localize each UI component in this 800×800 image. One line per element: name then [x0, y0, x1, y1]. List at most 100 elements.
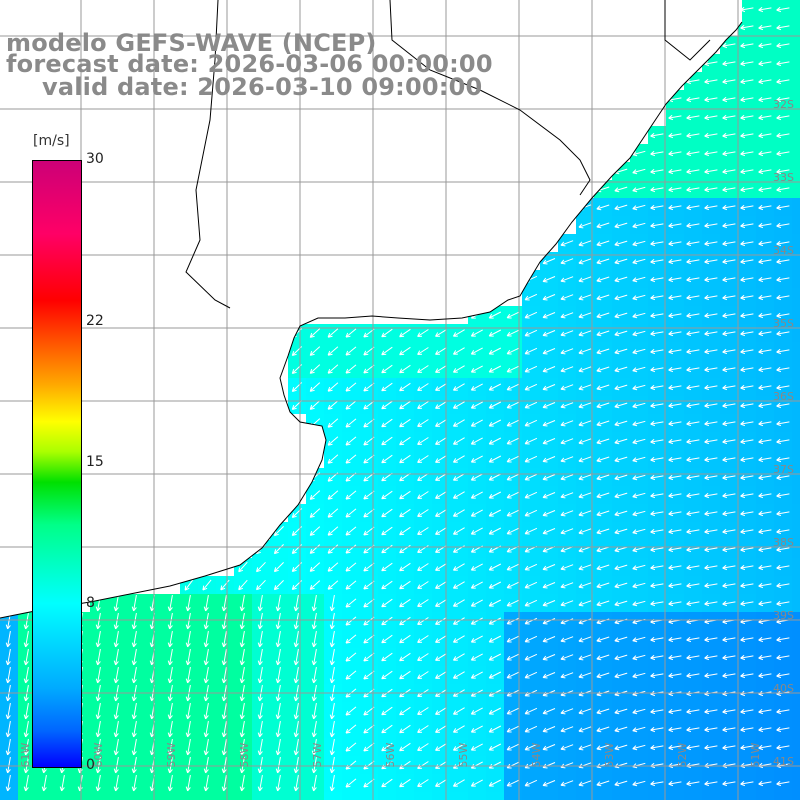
wind-arrow	[632, 240, 646, 247]
wind-arrow	[470, 653, 483, 661]
wind-arrow	[704, 456, 718, 463]
wind-cell	[792, 144, 800, 162]
wind-arrow	[686, 600, 700, 607]
wind-arrow	[542, 384, 556, 391]
wind-arrow	[488, 581, 502, 589]
wind-arrow	[722, 420, 736, 427]
wind-arrow	[650, 636, 664, 643]
wind-arrow	[704, 366, 718, 373]
wind-arrow	[722, 222, 736, 229]
wind-cell	[162, 792, 180, 800]
wind-arrow	[5, 721, 11, 738]
wind-arrow	[686, 132, 700, 139]
wind-arrow	[560, 240, 574, 247]
wind-arrow	[650, 672, 664, 679]
wind-arrow	[167, 595, 173, 612]
wind-arrow	[239, 595, 245, 612]
wind-arrow	[185, 649, 191, 666]
wind-arrow	[722, 726, 736, 733]
wind-arrow	[221, 703, 227, 720]
wind-arrow	[596, 366, 610, 373]
wind-arrow	[488, 725, 502, 733]
wind-arrow	[632, 438, 646, 445]
wind-arrow	[488, 491, 502, 499]
wind-arrow	[399, 634, 411, 644]
wind-arrow	[363, 778, 375, 788]
wind-cell	[432, 792, 450, 800]
wind-arrow	[399, 400, 411, 410]
wind-cell	[792, 468, 800, 486]
wind-arrow	[758, 132, 772, 139]
wind-arrow	[596, 258, 610, 265]
wind-cell	[252, 792, 270, 800]
wind-arrow	[452, 563, 465, 571]
wind-arrow	[381, 544, 393, 554]
wind-arrow	[221, 631, 227, 648]
wind-arrow	[470, 581, 483, 589]
wind-arrow	[776, 636, 790, 643]
wind-arrow	[632, 150, 646, 157]
wind-arrow	[668, 636, 682, 643]
wind-arrow	[257, 649, 263, 666]
wind-arrow	[740, 114, 754, 121]
wind-arrow	[686, 222, 700, 229]
wind-arrow	[650, 420, 664, 427]
wind-arrow	[506, 473, 520, 481]
wind-arrow	[632, 168, 646, 175]
wind-arrow	[776, 456, 790, 463]
wind-arrow	[452, 707, 465, 715]
wind-arrow	[95, 631, 101, 648]
wind-arrow	[399, 706, 411, 716]
wind-arrow	[488, 437, 502, 445]
wind-arrow	[758, 204, 772, 211]
wind-arrow	[488, 419, 502, 427]
wind-arrow	[614, 780, 628, 787]
wind-arrow	[59, 775, 65, 792]
wind-arrow	[470, 671, 483, 679]
wind-arrow	[668, 402, 682, 409]
wind-arrow	[668, 474, 682, 481]
wind-arrow	[345, 328, 357, 338]
wind-arrow	[167, 739, 173, 756]
wind-arrow	[650, 276, 664, 283]
wind-arrow	[560, 744, 574, 751]
wind-arrow	[399, 562, 411, 572]
wind-arrow	[5, 739, 11, 756]
wind-arrow	[167, 775, 173, 792]
wind-arrow	[506, 707, 520, 715]
wind-arrow	[452, 473, 465, 481]
wind-arrow	[668, 600, 682, 607]
wind-arrow	[345, 562, 357, 572]
wind-arrow	[740, 708, 754, 715]
wind-arrow	[275, 667, 281, 684]
wind-arrow	[560, 312, 574, 319]
wind-arrow	[668, 672, 682, 679]
wind-arrow	[758, 420, 772, 427]
wind-arrow	[488, 455, 502, 463]
wind-arrow	[506, 635, 520, 643]
valid-date: valid date: 2026-03-10 09:00:00	[42, 73, 483, 101]
wind-arrow	[704, 330, 718, 337]
wind-arrow	[632, 582, 646, 589]
wind-arrow	[650, 726, 664, 733]
wind-arrow	[113, 757, 119, 774]
latitude-label: 36S	[773, 390, 794, 403]
wind-cell	[558, 792, 576, 800]
wind-arrow	[776, 42, 790, 49]
wind-arrow	[722, 186, 736, 193]
wind-arrow	[381, 778, 393, 788]
colorbar-units: [m/s]	[31, 133, 72, 149]
wind-arrow	[668, 564, 682, 571]
wind-arrow	[740, 6, 754, 13]
wind-arrow	[275, 595, 281, 612]
wind-arrow	[345, 400, 357, 410]
wind-arrow	[668, 330, 682, 337]
wind-arrow	[722, 366, 736, 373]
wind-arrow	[560, 528, 574, 535]
wind-arrow	[345, 418, 357, 428]
wind-arrow	[131, 757, 137, 774]
wind-arrow	[273, 580, 284, 591]
wind-arrow	[776, 672, 790, 679]
wind-arrow	[524, 329, 538, 337]
